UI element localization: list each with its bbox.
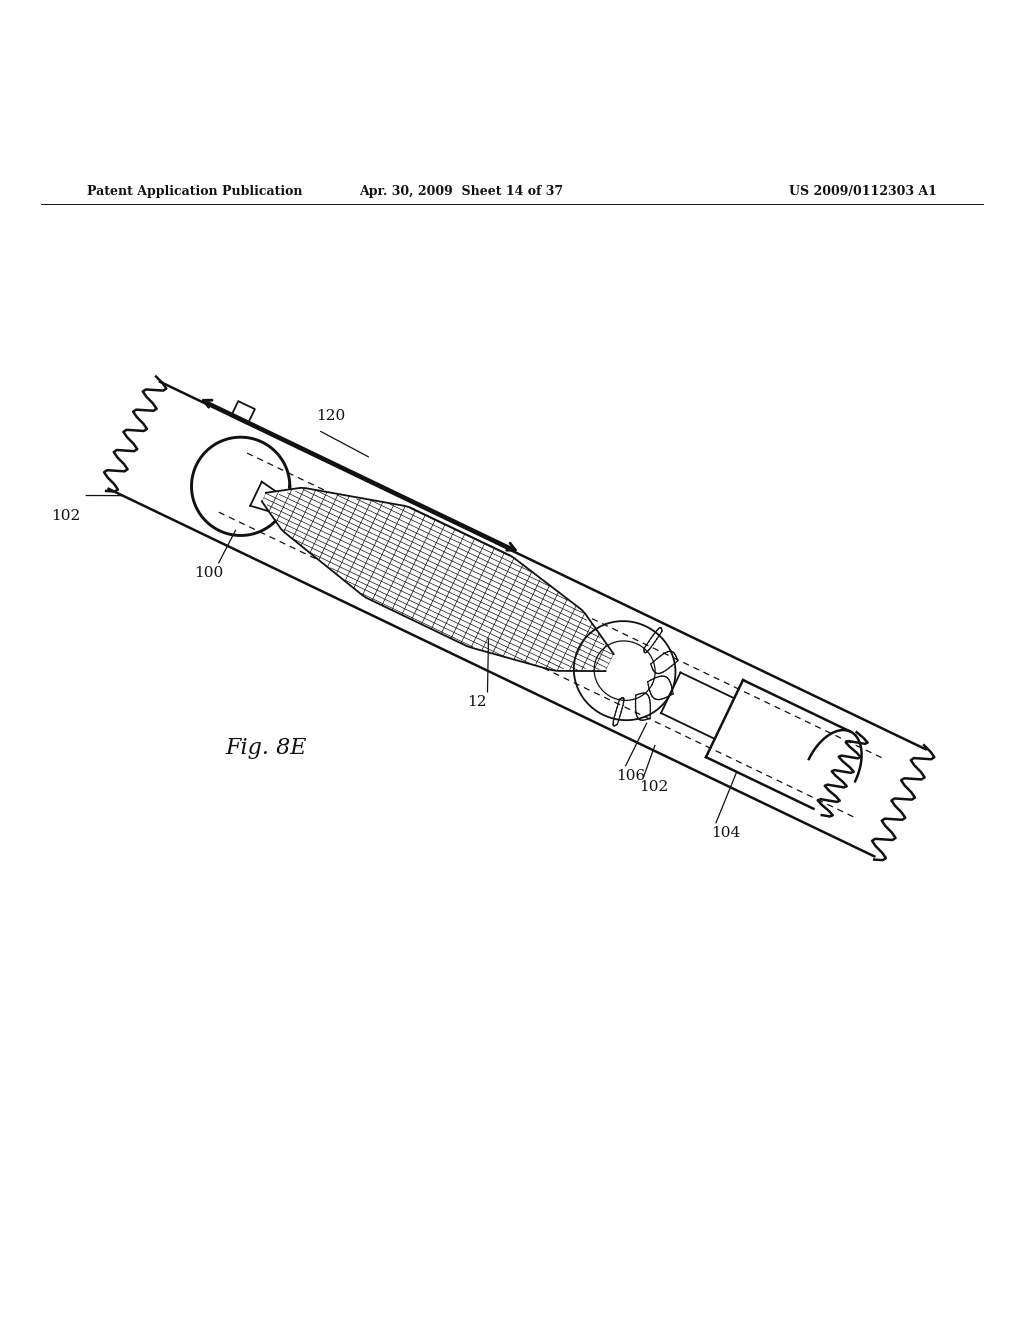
Text: 106: 106 bbox=[616, 768, 645, 783]
Text: 104: 104 bbox=[712, 826, 741, 840]
Text: 100: 100 bbox=[194, 566, 223, 579]
Text: 102: 102 bbox=[51, 510, 81, 523]
Text: US 2009/0112303 A1: US 2009/0112303 A1 bbox=[790, 185, 937, 198]
Text: Apr. 30, 2009  Sheet 14 of 37: Apr. 30, 2009 Sheet 14 of 37 bbox=[358, 185, 563, 198]
Text: Patent Application Publication: Patent Application Publication bbox=[87, 185, 302, 198]
Text: 12: 12 bbox=[468, 696, 487, 709]
Text: 120: 120 bbox=[316, 409, 346, 424]
Polygon shape bbox=[262, 488, 613, 671]
Text: Fig. 8E: Fig. 8E bbox=[225, 738, 307, 759]
Text: 102: 102 bbox=[639, 780, 669, 793]
